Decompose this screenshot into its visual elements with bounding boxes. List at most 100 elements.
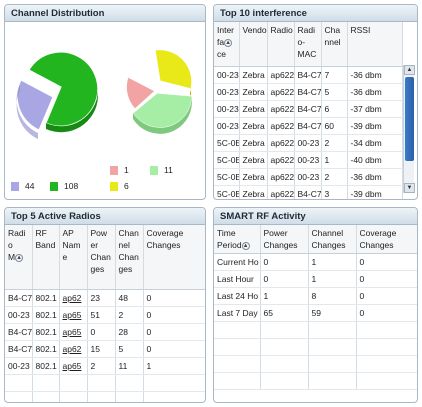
col-header-rssi[interactable]: RSSI [347, 22, 403, 67]
table-cell[interactable]: ap65 [59, 323, 88, 341]
table-cell: -40 dbm [347, 151, 403, 169]
empty-cell [260, 321, 309, 339]
table-cell: Last Hour [214, 270, 261, 288]
col-header-radio-mac[interactable]: Radi o- MAC [294, 22, 322, 67]
table-cell[interactable]: ap65 [59, 357, 88, 375]
table-row[interactable]: 00-23 Zebra ap622 B4-C7 5 -36 dbm [214, 83, 403, 101]
sort-icon[interactable]: ▲ [15, 253, 24, 262]
table-cell: 1 [321, 151, 348, 169]
pie-right-slice-1[interactable] [125, 76, 156, 110]
col-header-radio[interactable]: Radio [267, 22, 295, 67]
sort-icon[interactable]: ▲ [241, 241, 250, 250]
table-row[interactable]: B4-C7 802.1 ap65 0 28 0 [5, 323, 205, 341]
scroll-up-icon[interactable]: ▲ [404, 65, 415, 75]
table-cell: 23 [87, 289, 116, 307]
legend-value-108: 108 [64, 181, 79, 191]
scroll-down-icon[interactable]: ▼ [404, 183, 415, 193]
table-row[interactable]: 5C-0E Zebra ap622 00-23 1 -40 dbm [214, 151, 403, 169]
table-cell: ap622 [267, 66, 295, 84]
legend-value-11: 11 [164, 165, 173, 175]
empty-cell [356, 372, 417, 390]
col-header-ap-name[interactable]: AP Nam e [59, 225, 88, 290]
table-row[interactable]: 5C-0E Zebra ap622 00-23 2 -34 dbm [214, 134, 403, 152]
table-cell: 5C-0E [214, 168, 240, 186]
table-row[interactable]: B4-C7 802.1 ap62 23 48 0 [5, 289, 205, 307]
empty-cell [260, 372, 309, 390]
table-cell: Zebra [239, 100, 268, 118]
table-row[interactable]: Last 7 Day 65 59 0 [214, 304, 417, 322]
table-cell: 5 [115, 340, 144, 358]
table-cell: 00-23 [5, 306, 33, 324]
table-row[interactable]: 00-23 Zebra ap622 B4-C7 7 -36 dbm [214, 66, 403, 84]
table-cell[interactable]: ap62 [59, 340, 88, 358]
table-cell: 00-23 [294, 151, 322, 169]
table-cell: B4-C7 [5, 289, 33, 307]
table-cell: Last 7 Day [214, 304, 261, 322]
table-cell: 0 [87, 323, 116, 341]
table-cell[interactable]: ap65 [59, 306, 88, 324]
col-header-coverage-changes[interactable]: Coverage Changes [356, 225, 417, 254]
empty-cell [308, 321, 357, 339]
empty-cell [32, 391, 60, 402]
col-header-vendor[interactable]: Vendor [239, 22, 268, 67]
table-cell: -34 dbm [347, 134, 403, 152]
table-cell: 5C-0E [214, 151, 240, 169]
table-row[interactable]: 00-23 802.1 ap65 51 2 0 [5, 306, 205, 324]
legend-item-44: 44 [11, 181, 34, 191]
table-row[interactable]: 5C-0E Zebra ap622 00-23 2 -36 dbm [214, 168, 403, 186]
channel-distribution-panel: Channel Distribution 1 11 6 44 [4, 4, 206, 200]
interference-scrollbar[interactable]: ▲ ▼ [403, 65, 415, 193]
table-row[interactable]: 00-23 802.1 ap65 2 11 1 [5, 357, 205, 375]
table-cell: 0 [356, 287, 417, 305]
table-cell: 51 [87, 306, 116, 324]
empty-cell [214, 321, 261, 339]
col-header-time-period[interactable]: Time Period▲ [214, 225, 261, 254]
scroll-thumb[interactable] [405, 77, 414, 161]
table-cell[interactable]: ap62 [59, 289, 88, 307]
table-row[interactable]: 5C-0E Zebra ap622 B4-C7 3 -39 dbm [214, 185, 403, 199]
table-row[interactable]: Last 24 Ho 1 8 0 [214, 287, 417, 305]
col-header-rf-band[interactable]: RF Band [32, 225, 60, 290]
empty-cell [143, 391, 205, 402]
table-row[interactable]: B4-C7 802.1 ap62 15 5 0 [5, 340, 205, 358]
sort-icon[interactable]: ▲ [224, 38, 233, 47]
col-header-channel[interactable]: Cha nnel [321, 22, 348, 67]
table-cell: 802.1 [32, 323, 60, 341]
table-cell: ap622 [267, 134, 295, 152]
pie-left-slice-108[interactable] [28, 51, 99, 127]
pie-right [125, 49, 193, 134]
table-cell: 2 [87, 357, 116, 375]
pie-left-slice-44[interactable] [16, 79, 54, 131]
legend-swatch-108 [50, 181, 58, 191]
table-row[interactable]: 00-23 Zebra ap622 B4-C7 6 -37 dbm [214, 100, 403, 118]
interference-title: Top 10 interference [214, 5, 417, 22]
table-cell: 1 [308, 270, 357, 288]
table-cell: -36 dbm [347, 66, 403, 84]
pie-right-slice-11-edge [133, 96, 192, 134]
table-cell: 00-23 [294, 168, 322, 186]
interference-panel: Top 10 interference Inter fa▲ ce Vendor Ra… [213, 4, 418, 200]
empty-cell [260, 338, 309, 356]
col-header-radio-mac[interactable]: Radi o M▲ [5, 225, 33, 290]
smart-rf-title: SMART RF Activity [214, 208, 417, 225]
pie-right-slice-6[interactable] [154, 49, 193, 90]
legend-item-108: 108 [50, 181, 78, 191]
table-cell: 48 [115, 289, 144, 307]
col-header-interface[interactable]: Inter fa▲ ce [214, 22, 240, 67]
table-cell: Zebra [239, 134, 268, 152]
table-cell: 00-23 [214, 83, 240, 101]
col-header-coverage-changes[interactable]: Coverage Changes [143, 225, 205, 290]
table-row[interactable]: 00-23 Zebra ap622 B4-C7 60 -39 dbm [214, 117, 403, 135]
legend-swatch-44 [11, 181, 19, 191]
pie-left [16, 51, 99, 139]
table-cell: 5 [321, 83, 348, 101]
table-row[interactable]: Current Ho 0 1 0 [214, 253, 417, 271]
table-cell: 60 [321, 117, 348, 135]
empty-cell [59, 391, 88, 402]
table-cell: 0 [356, 270, 417, 288]
table-row[interactable]: Last Hour 0 1 0 [214, 270, 417, 288]
